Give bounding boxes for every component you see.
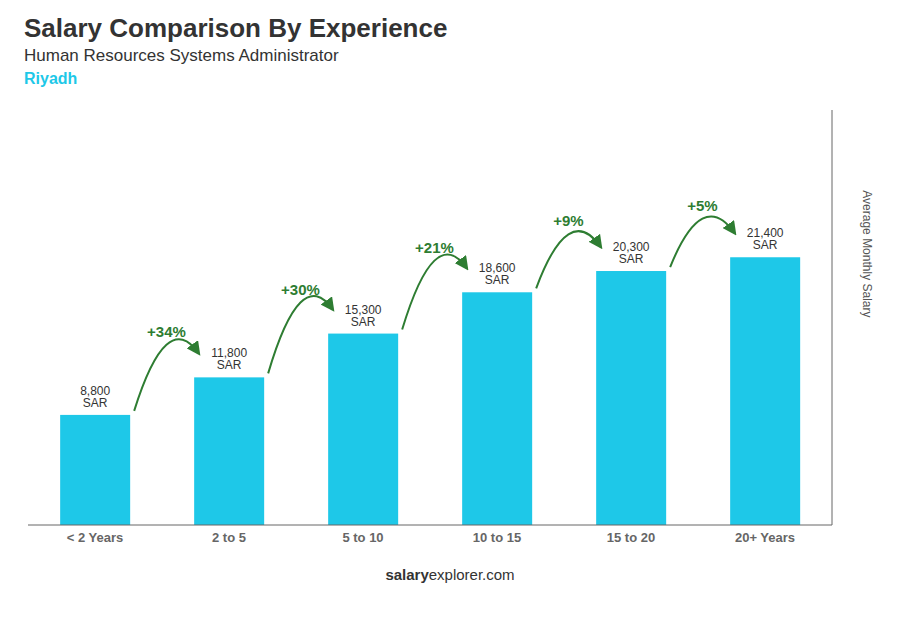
svg-text:+9%: +9% [553, 212, 583, 229]
svg-text:+21%: +21% [415, 239, 454, 256]
svg-text:8,800SAR: 8,800SAR [80, 384, 110, 410]
html-text:Riyadh: Riyadh [24, 70, 78, 87]
html-text:salary explorer.com: salary explorer.com [385, 566, 515, 583]
svg-text:15,300SAR: 15,300SAR [345, 303, 382, 329]
html-text:Human Resources Systems Admini: Human Resources Systems Administrator [24, 46, 339, 65]
svg-text:10 to 15: 10 to 15 [473, 530, 521, 545]
svg-text:+5%: +5% [687, 197, 717, 214]
svg-text:+34%: +34% [147, 323, 186, 340]
svg-text:21,400SAR: 21,400SAR [747, 226, 784, 252]
svg-text:18,600SAR: 18,600SAR [479, 261, 516, 287]
svg-text:2 to 5: 2 to 5 [212, 530, 246, 545]
svg-text:20,300SAR: 20,300SAR [613, 240, 650, 266]
svg-text:+30%: +30% [281, 281, 320, 298]
svg-text:20+ Years: 20+ Years [735, 530, 795, 545]
svg-text:11,800SAR: 11,800SAR [211, 346, 247, 372]
svg-text:15 to 20: 15 to 20 [607, 530, 655, 545]
svg-text:5 to 10: 5 to 10 [342, 530, 383, 545]
html-text:Salary Comparison By Experienc: Salary Comparison By Experience [24, 13, 448, 43]
svg-text:Average Monthly Salary: Average Monthly Salary [860, 190, 874, 317]
svg-text:< 2 Years: < 2 Years [67, 530, 124, 545]
